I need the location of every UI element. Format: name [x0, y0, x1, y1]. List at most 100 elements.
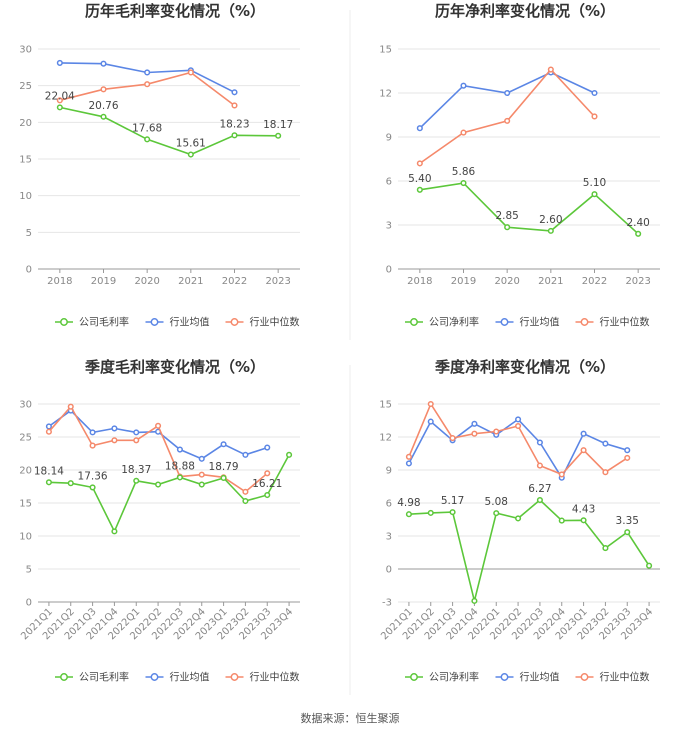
y-tick-label: 3 — [386, 532, 392, 543]
data-point — [198, 481, 205, 488]
data-label: 5.17 — [441, 495, 464, 507]
data-point — [493, 510, 500, 517]
legend-swatch-marker — [500, 318, 509, 326]
x-tick-label: 2020 — [134, 276, 159, 287]
legend-swatch-marker — [410, 318, 418, 326]
data-label: 16.21 — [252, 478, 282, 490]
chart-title: 历年净利率变化情况（%） — [435, 2, 615, 20]
legend-item[interactable]: 行业中位数 — [575, 316, 650, 329]
data-point — [624, 529, 631, 536]
series-line-industry-avg — [59, 62, 235, 94]
legend-item[interactable]: 行业均值 — [145, 316, 210, 329]
data-label: 2.85 — [495, 210, 518, 222]
data-point — [56, 97, 63, 104]
data-point — [580, 430, 587, 437]
data-label: 5.08 — [485, 496, 508, 508]
legend-item[interactable]: 行业中位数 — [575, 671, 650, 684]
legend-swatch-marker — [410, 673, 418, 681]
legend-item[interactable]: 公司毛利率 — [55, 671, 129, 684]
legend-item[interactable]: 公司毛利率 — [55, 316, 129, 329]
data-point — [187, 151, 194, 158]
x-tick-label: 2022 — [582, 276, 607, 287]
data-point — [416, 160, 423, 167]
x-tick-label: 2023 — [265, 276, 290, 287]
data-point — [242, 451, 249, 458]
data-point — [558, 471, 565, 478]
data-point — [591, 89, 598, 97]
data-label: 15.61 — [176, 138, 206, 150]
y-tick-label: 9 — [386, 466, 392, 477]
series-line-company — [48, 454, 290, 534]
legend-item[interactable]: 行业均值 — [495, 671, 560, 684]
chart-panel-4: 季度净利率变化情况（%）-3036912152021Q12021Q22021Q3… — [379, 358, 660, 684]
data-point — [111, 425, 118, 432]
y-tick-label: 0 — [386, 565, 392, 576]
y-tick-label: 0 — [26, 265, 32, 276]
data-point — [591, 191, 598, 198]
y-tick-label: 6 — [386, 177, 392, 188]
data-point — [89, 442, 96, 449]
x-tick-label: 2021 — [178, 276, 203, 287]
data-point — [635, 230, 642, 237]
data-point — [198, 471, 205, 478]
legend-item[interactable]: 行业均值 — [145, 671, 210, 684]
data-point — [536, 462, 543, 469]
data-point — [198, 455, 205, 462]
data-label: 20.76 — [88, 100, 118, 112]
y-tick-label: 15 — [379, 400, 392, 411]
legend-swatch-marker — [60, 673, 68, 681]
y-tick-label: 9 — [386, 133, 392, 144]
data-point — [624, 454, 631, 461]
data-label: 22.04 — [45, 90, 75, 102]
data-point — [133, 437, 140, 444]
legend-label: 公司毛利率 — [79, 316, 129, 329]
x-tick-label: 2022 — [222, 276, 247, 287]
data-label: 3.35 — [616, 515, 639, 527]
data-point — [580, 447, 587, 454]
data-point — [515, 515, 522, 522]
legend-item[interactable]: 公司净利率 — [405, 316, 479, 329]
data-source-note: 数据来源：恒生聚源 — [300, 712, 400, 725]
data-point — [144, 81, 151, 88]
legend-item[interactable]: 公司净利率 — [405, 671, 479, 684]
y-tick-label: 30 — [19, 45, 32, 56]
legend-swatch-marker — [580, 318, 589, 326]
legend-swatch-marker — [150, 318, 159, 326]
data-point — [449, 509, 456, 516]
data-point — [536, 439, 543, 446]
data-point — [405, 511, 412, 518]
data-point — [187, 69, 194, 76]
data-point — [89, 429, 96, 436]
legend-label: 公司净利率 — [429, 316, 479, 329]
y-tick-label: 5 — [26, 565, 32, 576]
y-tick-label: 6 — [386, 499, 392, 510]
y-tick-label: 5 — [26, 228, 32, 239]
legend-label: 行业均值 — [170, 671, 210, 684]
data-label: 2.40 — [626, 217, 649, 229]
y-tick-label: 0 — [26, 598, 32, 609]
data-point — [602, 469, 609, 476]
legend-label: 行业中位数 — [250, 671, 300, 684]
legend-label: 行业中位数 — [600, 316, 650, 329]
series-line-company — [408, 498, 650, 602]
data-point — [460, 82, 467, 89]
data-point — [133, 429, 140, 436]
data-point — [591, 113, 598, 120]
x-tick-label: 2021 — [538, 276, 563, 287]
data-label: 5.40 — [408, 173, 431, 185]
y-tick-label: 25 — [19, 433, 32, 444]
chart-title: 季度净利率变化情况（%） — [435, 358, 615, 376]
y-tick-label: 15 — [19, 499, 32, 510]
legend-item[interactable]: 行业均值 — [495, 316, 560, 329]
series-line-industry-median — [59, 71, 235, 107]
data-label: 5.10 — [583, 177, 606, 189]
data-point — [264, 491, 271, 499]
legend-item[interactable]: 行业中位数 — [225, 671, 300, 684]
x-tick-label: 2018 — [407, 276, 432, 287]
data-point — [264, 444, 271, 451]
y-tick-label: 12 — [379, 89, 392, 100]
legend-item[interactable]: 行业中位数 — [225, 316, 300, 329]
data-label: 5.86 — [452, 166, 476, 178]
y-tick-label: 10 — [19, 191, 32, 202]
